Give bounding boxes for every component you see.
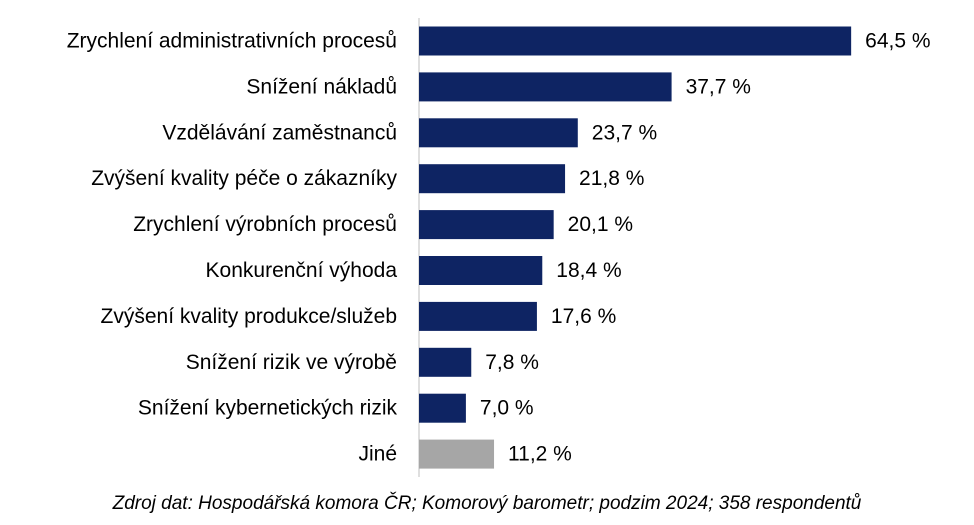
bar [419, 439, 495, 469]
bar [419, 26, 852, 56]
category-label: Zrychlení výrobních procesů [133, 213, 397, 236]
data-label: 7,8 % [485, 351, 539, 374]
bar [419, 210, 554, 240]
category-label: Zrychlení administrativních procesů [67, 30, 397, 53]
bar [419, 393, 466, 423]
bar [419, 118, 578, 148]
category-label: Jiné [358, 443, 397, 466]
bar [419, 256, 543, 285]
category-label: Vzdělávání zaměstnanců [162, 121, 397, 144]
category-label: Snížení kybernetických rizik [138, 397, 398, 420]
data-label: 64,5 % [865, 30, 930, 53]
data-label: 11,2 % [508, 443, 572, 466]
data-label: 20,1 % [568, 213, 633, 236]
category-label: Snížení rizik ve výrobě [186, 351, 397, 374]
data-label: 7,0 % [480, 397, 534, 420]
source-note: Zdroj dat: Hospodářská komora ČR; Komoro… [112, 493, 862, 514]
data-label: 37,7 % [686, 75, 751, 98]
data-label: 21,8 % [579, 167, 644, 190]
category-label: Zvýšení kvality produkce/služeb [101, 305, 397, 328]
bar [419, 301, 537, 331]
data-label: 18,4 % [556, 259, 621, 282]
bar [419, 347, 472, 377]
data-label: 17,6 % [551, 305, 616, 328]
bar [419, 164, 566, 194]
category-label: Konkurenční výhoda [206, 259, 398, 282]
bar [419, 72, 672, 102]
category-label: Zvýšení kvality péče o zákazníky [91, 167, 397, 190]
category-label: Snížení nákladů [246, 75, 397, 98]
data-label: 23,7 % [592, 121, 657, 144]
